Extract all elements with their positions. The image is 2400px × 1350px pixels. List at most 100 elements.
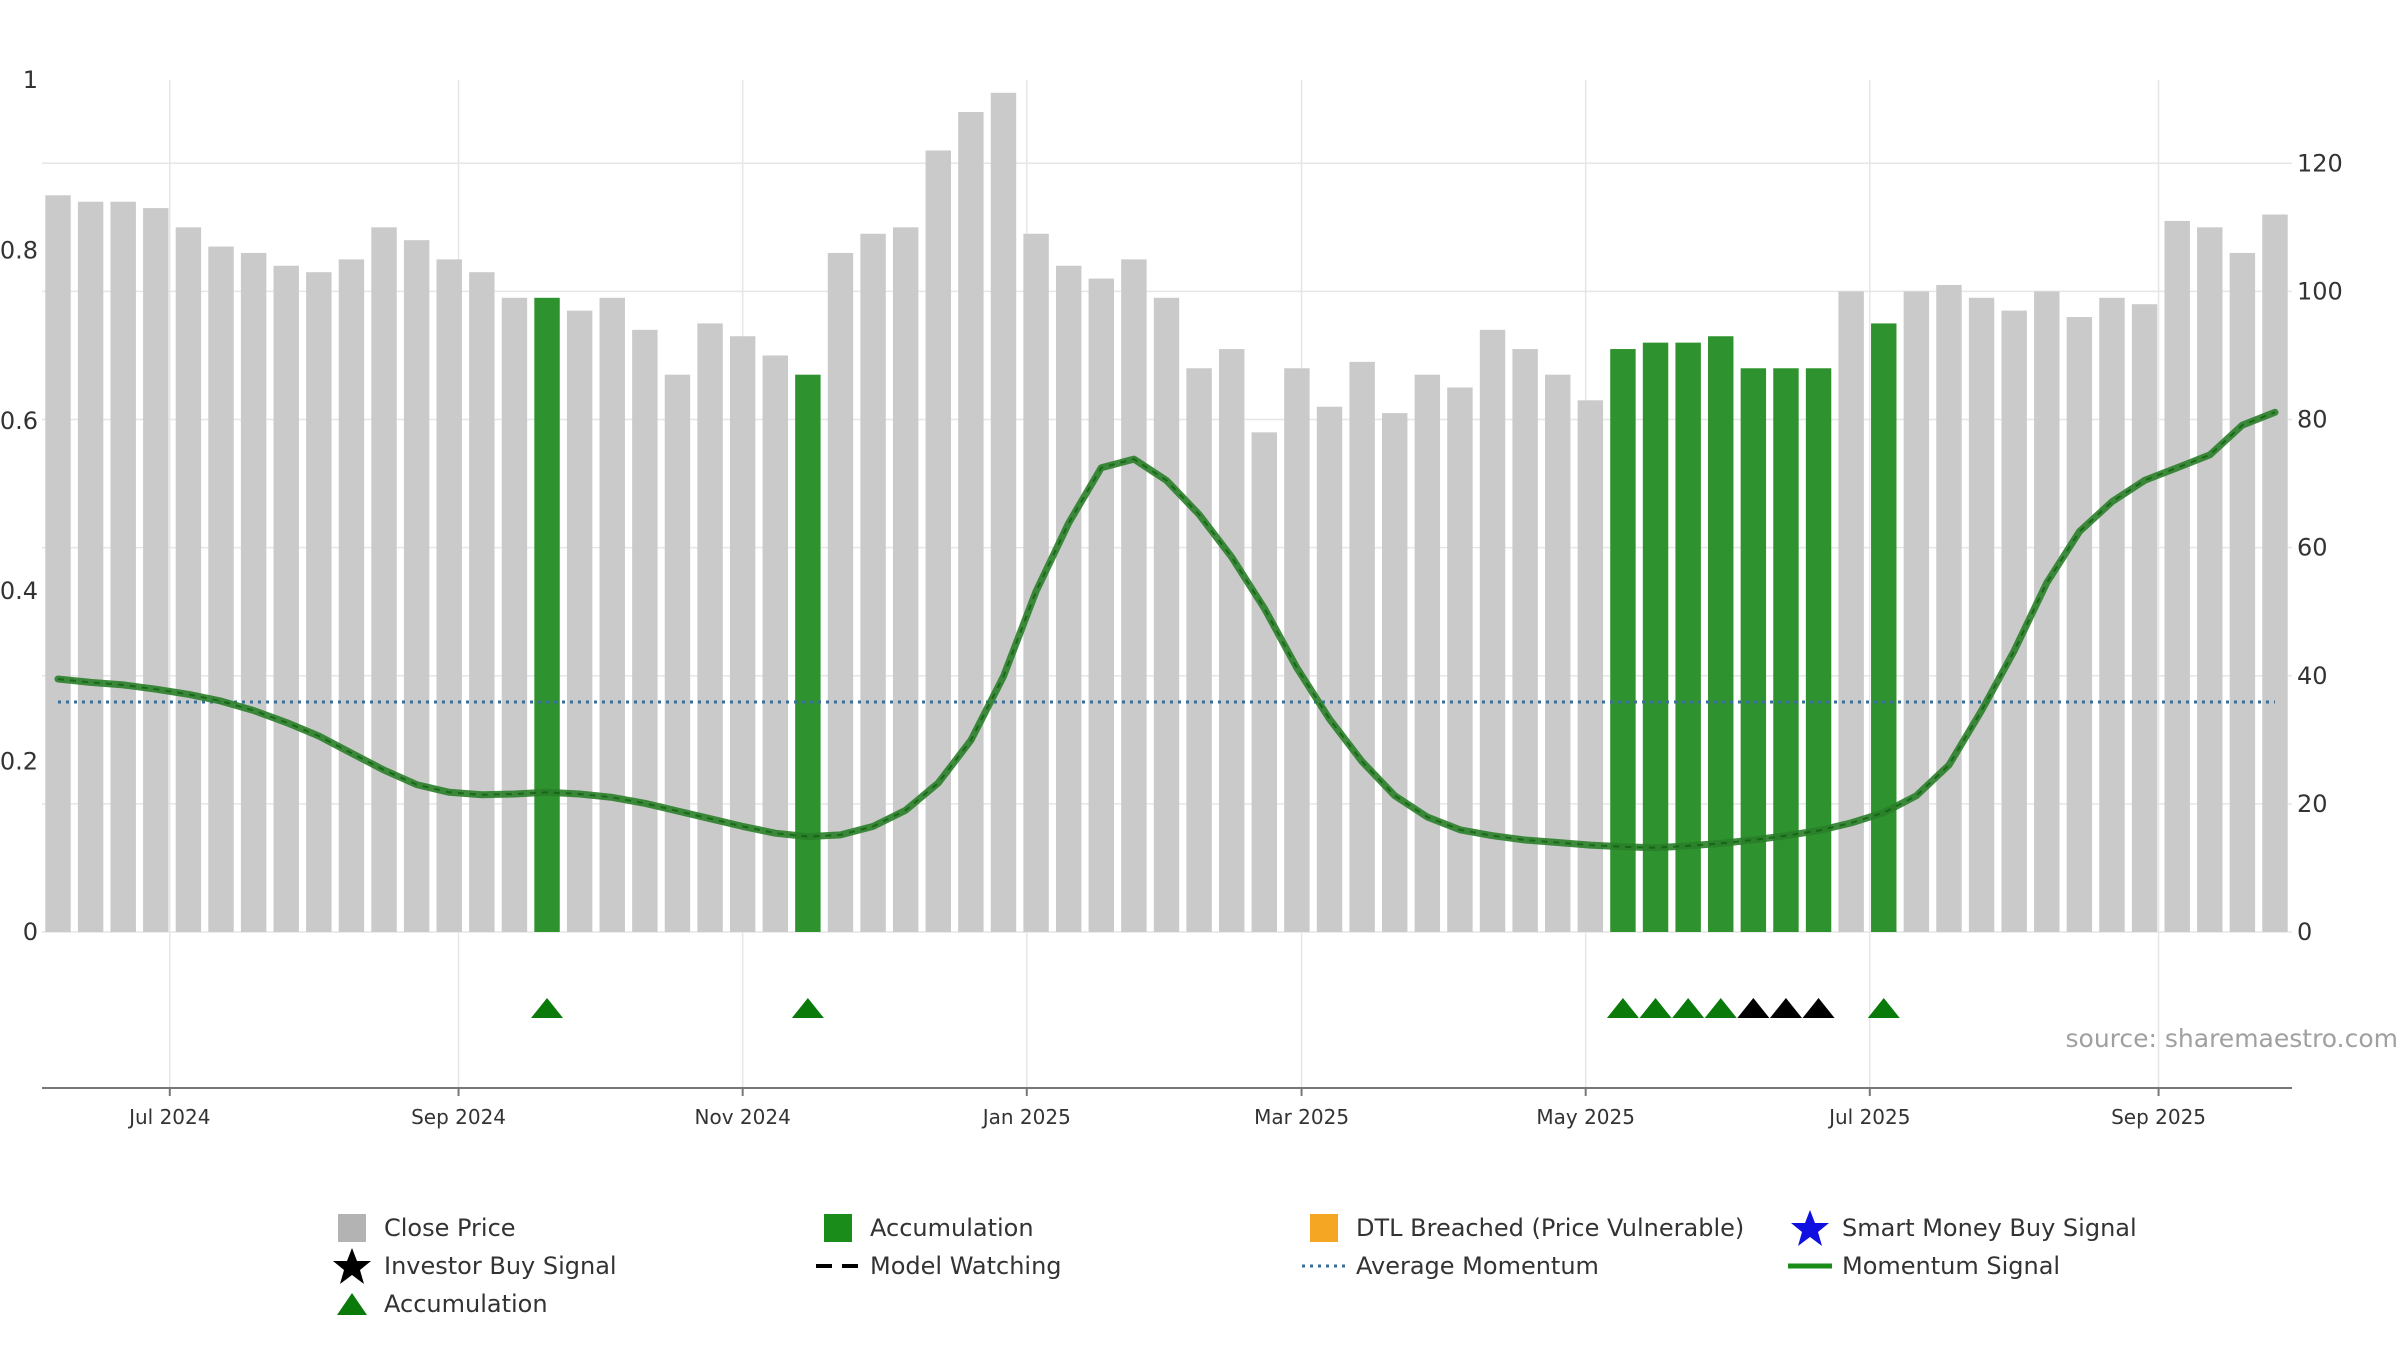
legend-label: Model Watching	[870, 1252, 1062, 1280]
right-axis-label: 80	[2297, 406, 2328, 434]
legend-label: Average Momentum	[1356, 1252, 1599, 1280]
price-bar	[697, 323, 723, 932]
accumulation-bar	[534, 297, 560, 932]
price-bar	[664, 374, 691, 932]
accumulation-bar	[1675, 342, 1701, 932]
price-bar	[1968, 297, 1995, 932]
price-bar	[143, 208, 169, 932]
left-axis-label: 0.6	[0, 407, 38, 435]
left-axis-label: 0.8	[0, 236, 38, 264]
legend-item: Model Watching	[816, 1248, 1062, 1284]
legend-item: Close Price	[330, 1210, 516, 1246]
x-tick-label: May 2025	[1536, 1105, 1635, 1129]
price-bar	[1545, 374, 1571, 932]
price-bar	[1577, 400, 1604, 932]
price-bar	[371, 227, 397, 932]
x-tick-label: Jul 2025	[1827, 1105, 1910, 1129]
right-axis-label: 60	[2297, 534, 2328, 562]
price-bar	[1121, 259, 1147, 932]
accumulation-marker	[1639, 998, 1672, 1018]
legend-symbol-triangle	[330, 1286, 374, 1322]
legend-symbol-dash	[816, 1248, 860, 1284]
price-bar	[566, 310, 593, 932]
price-bar	[990, 92, 1017, 933]
price-bar	[2001, 310, 2027, 932]
price-bar	[2164, 220, 2190, 933]
price-bar	[1088, 278, 1115, 933]
price-bar	[599, 297, 625, 932]
price-bar	[77, 201, 104, 932]
price-bar	[1218, 349, 1245, 933]
price-bar	[469, 272, 495, 933]
legend-item: Smart Money Buy Signal	[1788, 1210, 2137, 1246]
accumulation-bar	[1642, 342, 1669, 932]
price-bar	[436, 259, 462, 932]
accumulation-bar	[1805, 368, 1832, 932]
legend-item: DTL Breached (Price Vulnerable)	[1302, 1210, 1744, 1246]
price-bar	[2197, 227, 2223, 932]
legend-item: Momentum Signal	[1788, 1248, 2060, 1284]
price-bar	[1349, 361, 1375, 933]
price-bar	[1186, 368, 1212, 932]
x-tick-label: Nov 2024	[695, 1105, 791, 1129]
price-bar	[2034, 291, 2060, 932]
legend-item: Accumulation	[330, 1286, 548, 1322]
price-bar	[1414, 374, 1441, 932]
price-bar	[306, 272, 332, 933]
x-tick-label: Mar 2025	[1254, 1105, 1349, 1129]
price-bar	[729, 336, 756, 932]
price-bar	[240, 252, 267, 932]
price-bar	[632, 329, 658, 932]
left-axis-label: 0.2	[0, 748, 38, 776]
price-bar	[338, 259, 365, 932]
accumulation-bar	[1740, 368, 1767, 932]
price-bar	[2131, 304, 2158, 932]
price-bar	[1251, 432, 1278, 932]
accumulation-bar	[795, 374, 821, 932]
legend-symbol-line	[1788, 1248, 1832, 1284]
price-bar	[1838, 291, 1864, 932]
legend-symbol-star	[1788, 1210, 1832, 1246]
right-axis-label: 40	[2297, 662, 2328, 690]
legend-label: DTL Breached (Price Vulnerable)	[1356, 1214, 1745, 1242]
investor-buy-marker	[1737, 998, 1770, 1018]
momentum-signal-line-dash	[57, 411, 2276, 849]
accumulation-marker	[1672, 998, 1705, 1018]
price-bar	[2262, 214, 2288, 933]
accumulation-marker	[791, 998, 824, 1018]
legend-symbol-star	[330, 1248, 374, 1284]
legend-item: Accumulation	[816, 1210, 1034, 1246]
investor-buy-marker	[1802, 998, 1835, 1018]
price-bar	[958, 112, 984, 932]
legend-label: Smart Money Buy Signal	[1842, 1214, 2137, 1242]
legend-label: Accumulation	[384, 1290, 548, 1318]
price-bar	[273, 265, 299, 933]
legend-label: Close Price	[384, 1214, 516, 1242]
price-bar	[110, 201, 136, 932]
right-axis-label: 0	[2297, 918, 2312, 946]
price-bar	[501, 297, 528, 932]
legend-item: Average Momentum	[1302, 1248, 1599, 1284]
price-bar	[1447, 387, 1473, 932]
accumulation-bar	[1871, 323, 1897, 932]
legend-label: Momentum Signal	[1842, 1252, 2061, 1280]
legend-label: Accumulation	[870, 1214, 1034, 1242]
legend-symbol-square	[330, 1210, 374, 1246]
x-tick-label: Sep 2024	[411, 1105, 506, 1129]
price-bar	[208, 246, 234, 932]
chart-legend: Close Price Accumulation DTL Breached (Pri…	[330, 1210, 2230, 1330]
legend-item: Investor Buy Signal	[330, 1248, 617, 1284]
price-bar	[403, 240, 430, 932]
price-bar	[45, 195, 71, 932]
legend-symbol-square	[816, 1210, 860, 1246]
accumulation-marker	[1704, 998, 1737, 1018]
price-bar	[1055, 265, 1082, 933]
accumulation-marker	[1867, 998, 1900, 1018]
price-bar	[827, 252, 854, 932]
left-axis-label: 0.4	[0, 577, 38, 605]
price-bar	[892, 227, 919, 932]
legend-symbol-dotted	[1302, 1248, 1346, 1284]
price-bar	[1903, 291, 1930, 932]
price-bar	[1316, 406, 1343, 932]
